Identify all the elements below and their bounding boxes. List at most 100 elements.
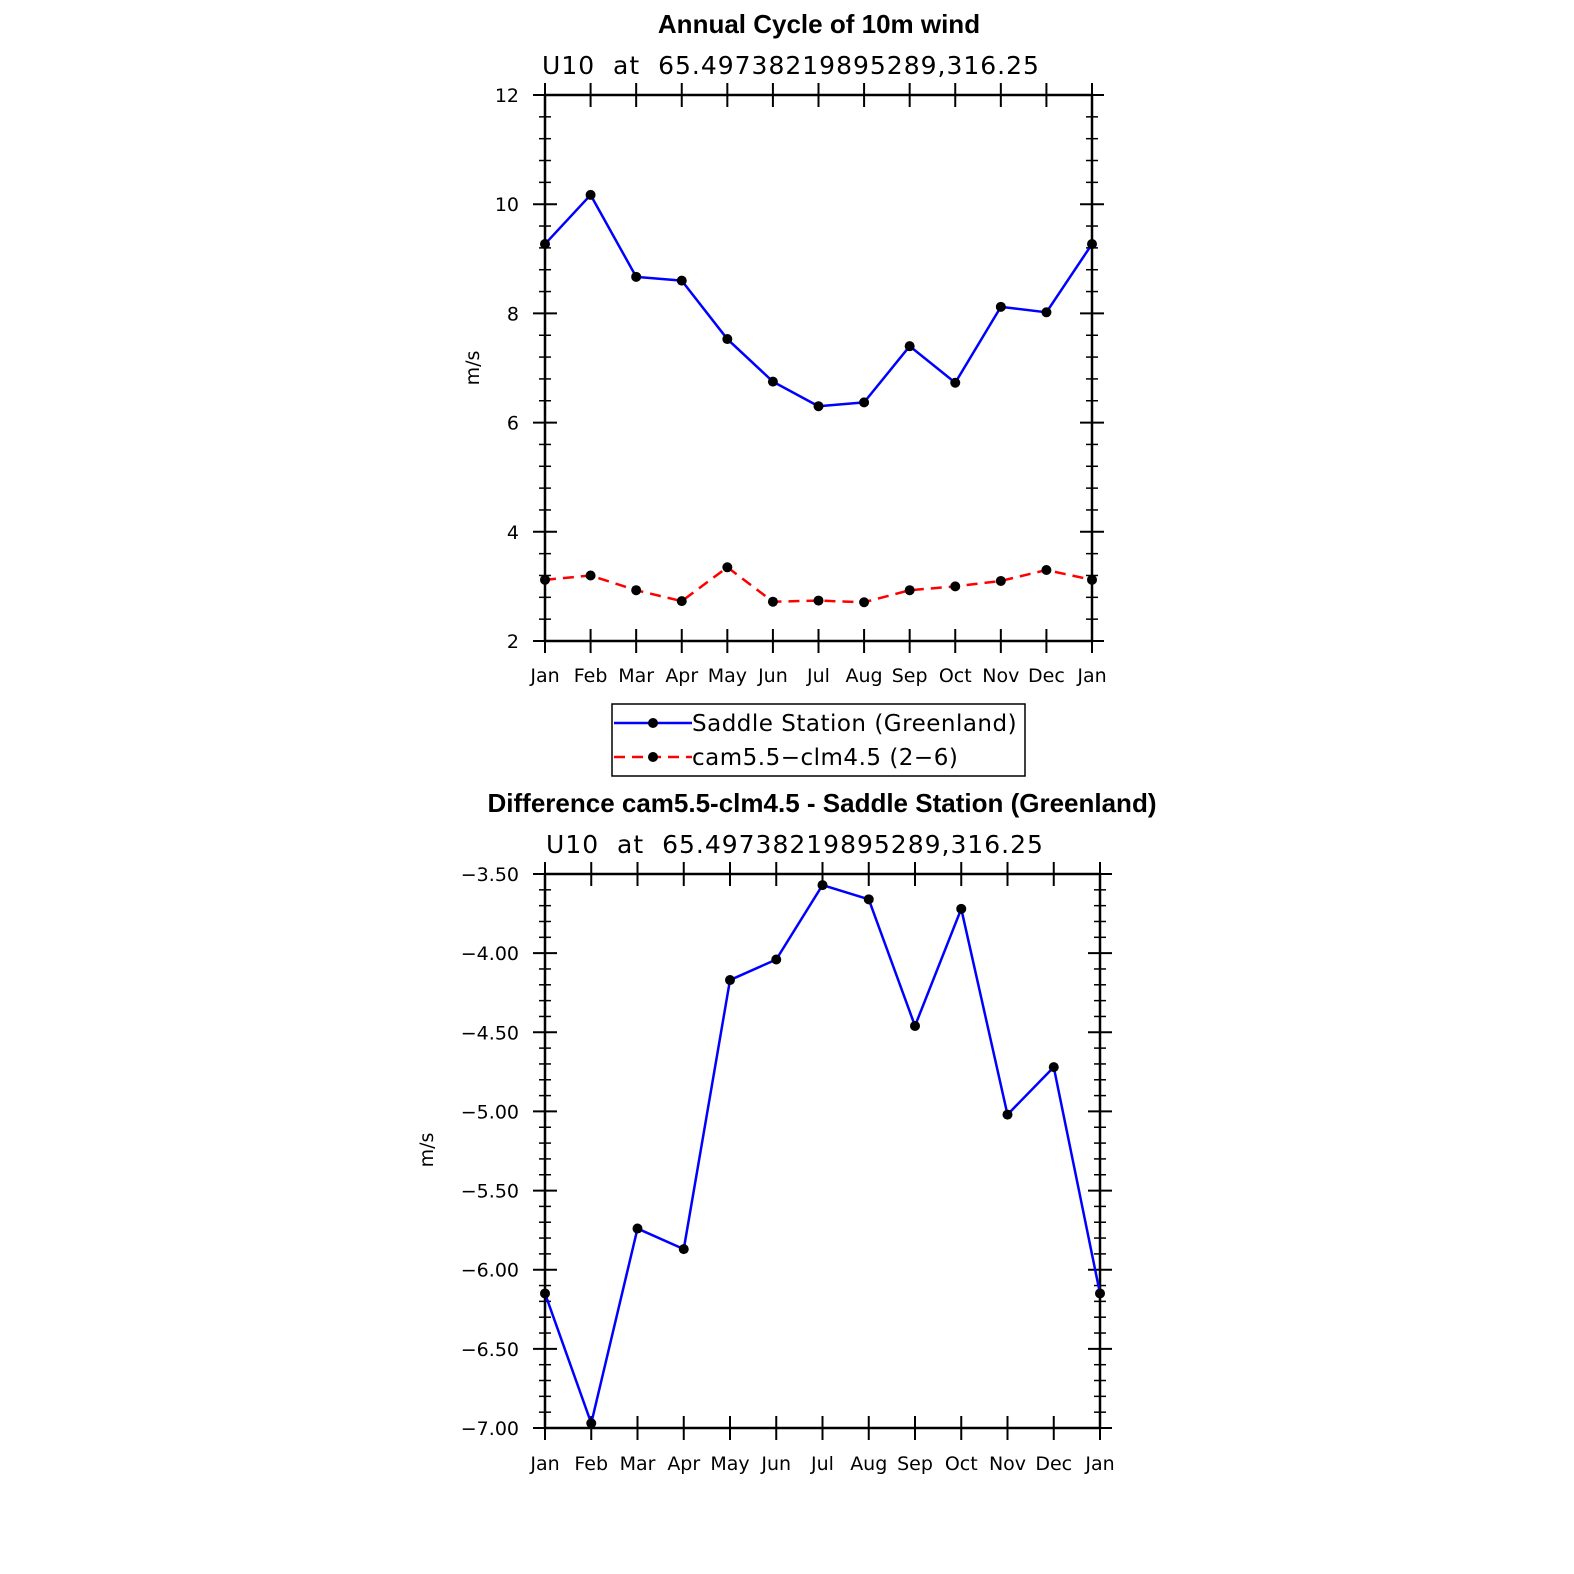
bottom-chart-y-tick-label: −4.50 bbox=[461, 1022, 519, 1044]
top-chart-series-2-point bbox=[995, 575, 1006, 586]
top-chart-x-tick-label: Sep bbox=[892, 665, 928, 687]
bottom-chart-series-1-point bbox=[817, 880, 828, 891]
bottom-chart-x-tick-label: Jul bbox=[810, 1453, 834, 1475]
top-chart-x-tick-label: Dec bbox=[1028, 665, 1065, 687]
bottom-chart-x-tick-label: May bbox=[710, 1453, 749, 1475]
top-chart-series-1-point bbox=[585, 189, 596, 200]
top-chart-series-1-point bbox=[676, 275, 687, 286]
top-chart-series-1-point bbox=[1041, 307, 1052, 318]
bottom-chart-y-tick-label: −3.50 bbox=[461, 864, 519, 886]
bottom-chart-y-tick-label: −6.50 bbox=[461, 1339, 519, 1361]
top-chart-y-tick-label: 10 bbox=[495, 194, 519, 216]
top-chart-series-1-point bbox=[950, 377, 961, 388]
top-chart-series-2-point bbox=[540, 574, 550, 585]
bottom-chart-x-tick-label: Jun bbox=[760, 1453, 791, 1475]
bottom-chart-series-1-point bbox=[956, 903, 967, 914]
top-chart-y-tick-label: 12 bbox=[495, 85, 519, 107]
top-chart-y-tick-label: 8 bbox=[507, 303, 519, 325]
top-chart-subtitle: U10 at 65.49738219895289,316.25 bbox=[542, 51, 1040, 80]
legend-entry-series-2: cam5.5−clm4.5 (2−6) bbox=[614, 745, 958, 771]
top-chart-x-tick-label: Feb bbox=[574, 665, 608, 687]
top-chart-x-tick-label: Jan bbox=[1076, 665, 1106, 687]
top-chart-y-tick-label: 6 bbox=[507, 413, 519, 435]
top-chart-legend: Saddle Station (Greenland) cam5.5−clm4.5… bbox=[611, 703, 1026, 777]
top-chart-x-tick-label: Nov bbox=[982, 665, 1019, 687]
top-chart-series-2-point bbox=[585, 570, 596, 581]
top-chart-series-2-point bbox=[859, 597, 870, 608]
bottom-chart-series-1-point bbox=[1002, 1109, 1013, 1120]
bottom-chart-x-tick-label: Feb bbox=[574, 1453, 608, 1475]
top-chart-series-2-point bbox=[1041, 565, 1052, 576]
top-chart-title: Annual Cycle of 10m wind bbox=[658, 9, 980, 39]
bottom-chart-plot-frame bbox=[543, 872, 1102, 1430]
top-chart-series-2-point bbox=[1087, 574, 1097, 585]
top-chart-y-axis-label: m/s bbox=[462, 351, 484, 386]
bottom-chart-x-tick-label: Aug bbox=[850, 1453, 887, 1475]
bottom-chart-y-tick-label: −6.00 bbox=[461, 1260, 519, 1282]
bottom-chart-y-tick-label: −5.00 bbox=[461, 1101, 519, 1123]
bottom-chart-x-tick-label: Dec bbox=[1035, 1453, 1072, 1475]
legend-entry-series-1: Saddle Station (Greenland) bbox=[614, 711, 1017, 737]
top-chart-series-1-point bbox=[631, 271, 642, 282]
bottom-chart-plot-area: Jan Feb Mar Apr May Jun Jul Aug Sep Oct Nov Dec Jan−… bbox=[461, 862, 1115, 1475]
bottom-chart-subtitle: U10 at 65.49738219895289,316.25 bbox=[546, 830, 1044, 859]
bottom-chart-series-1-point bbox=[1095, 1288, 1105, 1299]
bottom-chart-series-1-point bbox=[632, 1223, 643, 1234]
top-chart-y-tick-label: 4 bbox=[507, 522, 519, 544]
top-chart-x-tick-label: Jul bbox=[806, 665, 830, 687]
bottom-chart-x-tick-label: Sep bbox=[897, 1453, 933, 1475]
top-chart-series-1-point bbox=[904, 341, 915, 352]
bottom-chart-series-1-point bbox=[910, 1020, 920, 1031]
bottom-chart-series-1-line bbox=[543, 883, 1102, 1425]
top-chart-series-2-point bbox=[676, 596, 687, 607]
bottom-chart-y-tick-label: −4.00 bbox=[461, 943, 519, 965]
bottom-chart-x-tick-label: Jan bbox=[529, 1453, 559, 1475]
top-chart-x-tick-label: Jun bbox=[757, 665, 788, 687]
top-chart-series-1-point bbox=[540, 239, 550, 250]
top-chart-series-1-point bbox=[1087, 239, 1097, 250]
top-chart-series-2-point bbox=[813, 595, 824, 606]
legend-label-series-2: cam5.5−clm4.5 (2−6) bbox=[692, 745, 958, 771]
legend-box bbox=[611, 703, 1026, 777]
top-chart-series-1-point bbox=[859, 397, 870, 408]
bottom-chart-x-tick-label: Oct bbox=[945, 1453, 978, 1475]
bottom-chart-series-1-point bbox=[586, 1418, 597, 1429]
top-chart-x-tick-label: Aug bbox=[846, 665, 883, 687]
top-chart-x-tick-label: Mar bbox=[618, 665, 654, 687]
bottom-chart-series-1-point bbox=[540, 1288, 550, 1299]
bottom-chart-x-tick-label: Apr bbox=[667, 1453, 700, 1475]
legend-marker-series-1 bbox=[648, 718, 658, 728]
top-chart-x-tick-label: Oct bbox=[939, 665, 972, 687]
top-chart-x-tick-label: Jan bbox=[529, 665, 559, 687]
top-chart-series-2-point bbox=[950, 581, 961, 592]
top-chart-series-2-point bbox=[904, 585, 915, 596]
bottom-chart-series-1-point bbox=[771, 954, 782, 965]
top-chart-series-1-point bbox=[767, 376, 778, 387]
bottom-chart-x-tick-label: Mar bbox=[620, 1453, 656, 1475]
bottom-chart-y-tick-label: −5.50 bbox=[461, 1181, 519, 1203]
bottom-chart-y-tick-label: −7.00 bbox=[461, 1418, 519, 1440]
bottom-chart-series-1-point bbox=[678, 1244, 689, 1255]
top-chart-plot-area: Jan Feb Mar Apr May Jun Jul Aug Sep Oct Nov Dec Jan 2… bbox=[495, 83, 1107, 687]
bottom-chart-x-tick-label: Nov bbox=[989, 1453, 1026, 1475]
top-chart-series-1-point bbox=[722, 334, 733, 345]
bottom-chart-title: Difference cam5.5-clm4.5 - Saddle Statio… bbox=[488, 788, 1157, 818]
top-chart-x-tick-label: May bbox=[708, 665, 747, 687]
bottom-chart-series-1-point bbox=[1048, 1062, 1059, 1073]
bottom-chart-series-1-point bbox=[863, 894, 874, 905]
top-chart-y-tick-label: 2 bbox=[507, 631, 519, 653]
legend-label-series-1: Saddle Station (Greenland) bbox=[692, 711, 1017, 737]
top-chart-series-1-point bbox=[995, 301, 1006, 312]
top-chart-plot-frame bbox=[543, 93, 1094, 643]
top-chart-series-1-point bbox=[813, 401, 824, 412]
legend-marker-series-2 bbox=[648, 752, 658, 762]
top-chart-series-2-point bbox=[631, 585, 642, 596]
top-chart-x-tick-label: Apr bbox=[665, 665, 698, 687]
top-chart-series-2-point bbox=[767, 596, 778, 607]
top-chart-series-2-point bbox=[722, 562, 733, 573]
bottom-chart-series-1-point bbox=[725, 975, 735, 986]
bottom-chart-x-tick-label: Jan bbox=[1084, 1453, 1114, 1475]
bottom-chart-y-axis-label: m/s bbox=[416, 1133, 438, 1168]
top-chart-series-1-line bbox=[544, 193, 1094, 408]
